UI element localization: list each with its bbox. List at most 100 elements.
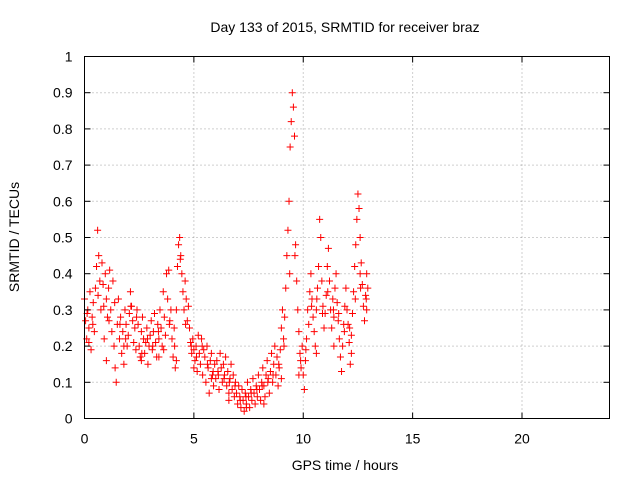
data-point: [286, 143, 294, 151]
data-point: [121, 306, 129, 314]
data-point: [356, 234, 364, 241]
data-point: [154, 320, 162, 328]
y-tick-label: 0.7: [53, 157, 73, 173]
data-point: [328, 324, 336, 332]
data-point: [125, 310, 133, 318]
data-point: [216, 349, 224, 357]
x-tick-label: 0: [81, 431, 89, 447]
data-point: [116, 320, 124, 328]
data-point: [248, 396, 256, 404]
y-tick-label: 0.9: [53, 85, 73, 101]
data-point: [143, 324, 151, 332]
data-point: [138, 313, 146, 321]
data-point: [203, 360, 211, 368]
data-point: [353, 215, 361, 223]
data-point: [266, 367, 274, 375]
data-point: [312, 306, 320, 314]
data-point: [88, 313, 96, 321]
data-point: [257, 396, 265, 404]
data-point: [335, 335, 343, 343]
data-point: [172, 357, 180, 365]
data-point: [191, 357, 199, 365]
data-point: [199, 371, 207, 379]
data-point: [363, 270, 371, 278]
data-point: [91, 284, 99, 292]
data-point: [198, 335, 206, 343]
data-point: [225, 396, 233, 404]
data-point: [142, 338, 150, 346]
data-point: [206, 357, 214, 365]
data-point: [274, 382, 282, 390]
data-point: [193, 367, 201, 375]
data-point: [326, 277, 333, 285]
data-point: [200, 346, 208, 354]
data-point: [207, 349, 215, 357]
data-point: [236, 396, 244, 404]
data-point: [116, 335, 123, 343]
data-point: [351, 295, 359, 303]
data-point: [171, 342, 179, 350]
data-point: [160, 313, 168, 321]
data-point: [110, 342, 118, 350]
data-point: [85, 324, 93, 332]
data-point: [210, 382, 218, 390]
data-point: [238, 386, 246, 394]
data-point: [355, 205, 363, 213]
data-point: [229, 371, 237, 379]
data-point: [277, 375, 285, 383]
data-point: [241, 389, 249, 397]
data-point: [340, 328, 348, 336]
data-point: [253, 393, 261, 401]
data-point: [144, 360, 152, 368]
data-point: [335, 310, 343, 318]
data-point: [224, 367, 232, 375]
data-point: [149, 342, 157, 350]
data-point: [288, 89, 296, 97]
axis-ticks: [84, 56, 610, 419]
data-point: [155, 353, 163, 361]
data-point: [204, 364, 212, 372]
data-point: [261, 393, 269, 401]
data-point: [103, 313, 111, 321]
data-point: [187, 342, 195, 350]
data-point: [277, 324, 285, 332]
data-point: [280, 335, 288, 343]
data-point: [195, 349, 203, 357]
data-point: [122, 335, 130, 343]
data-point: [118, 349, 126, 357]
y-tick-label: 0.2: [53, 338, 73, 354]
data-point: [189, 335, 197, 343]
data-point: [333, 299, 341, 307]
data-point: [182, 320, 190, 328]
data-point: [254, 371, 262, 379]
x-tick-label: 10: [295, 431, 311, 447]
y-tick-label: 0.6: [53, 193, 73, 209]
data-point: [354, 190, 362, 198]
data-point: [228, 386, 236, 394]
data-point: [344, 320, 352, 328]
data-point: [190, 346, 198, 354]
data-point: [269, 371, 277, 379]
data-point: [332, 270, 340, 278]
data-point: [247, 389, 255, 397]
data-point: [346, 324, 354, 332]
y-tick-label: 1: [65, 49, 73, 65]
data-point: [182, 295, 190, 303]
data-point: [298, 342, 306, 350]
data-point: [135, 342, 143, 350]
data-point: [233, 389, 241, 397]
data-point: [293, 277, 301, 285]
data-point: [291, 252, 299, 260]
data-point: [85, 338, 93, 346]
x-tick-label: 20: [514, 431, 530, 447]
data-point: [95, 252, 103, 260]
data-point: [137, 357, 145, 365]
data-point: [215, 386, 223, 394]
data-point: [294, 306, 302, 314]
data-point: [207, 375, 215, 383]
data-point: [313, 284, 321, 292]
data-point: [133, 313, 141, 321]
data-point: [284, 226, 292, 234]
data-point: [127, 302, 135, 310]
y-tick-label: 0: [65, 411, 73, 427]
